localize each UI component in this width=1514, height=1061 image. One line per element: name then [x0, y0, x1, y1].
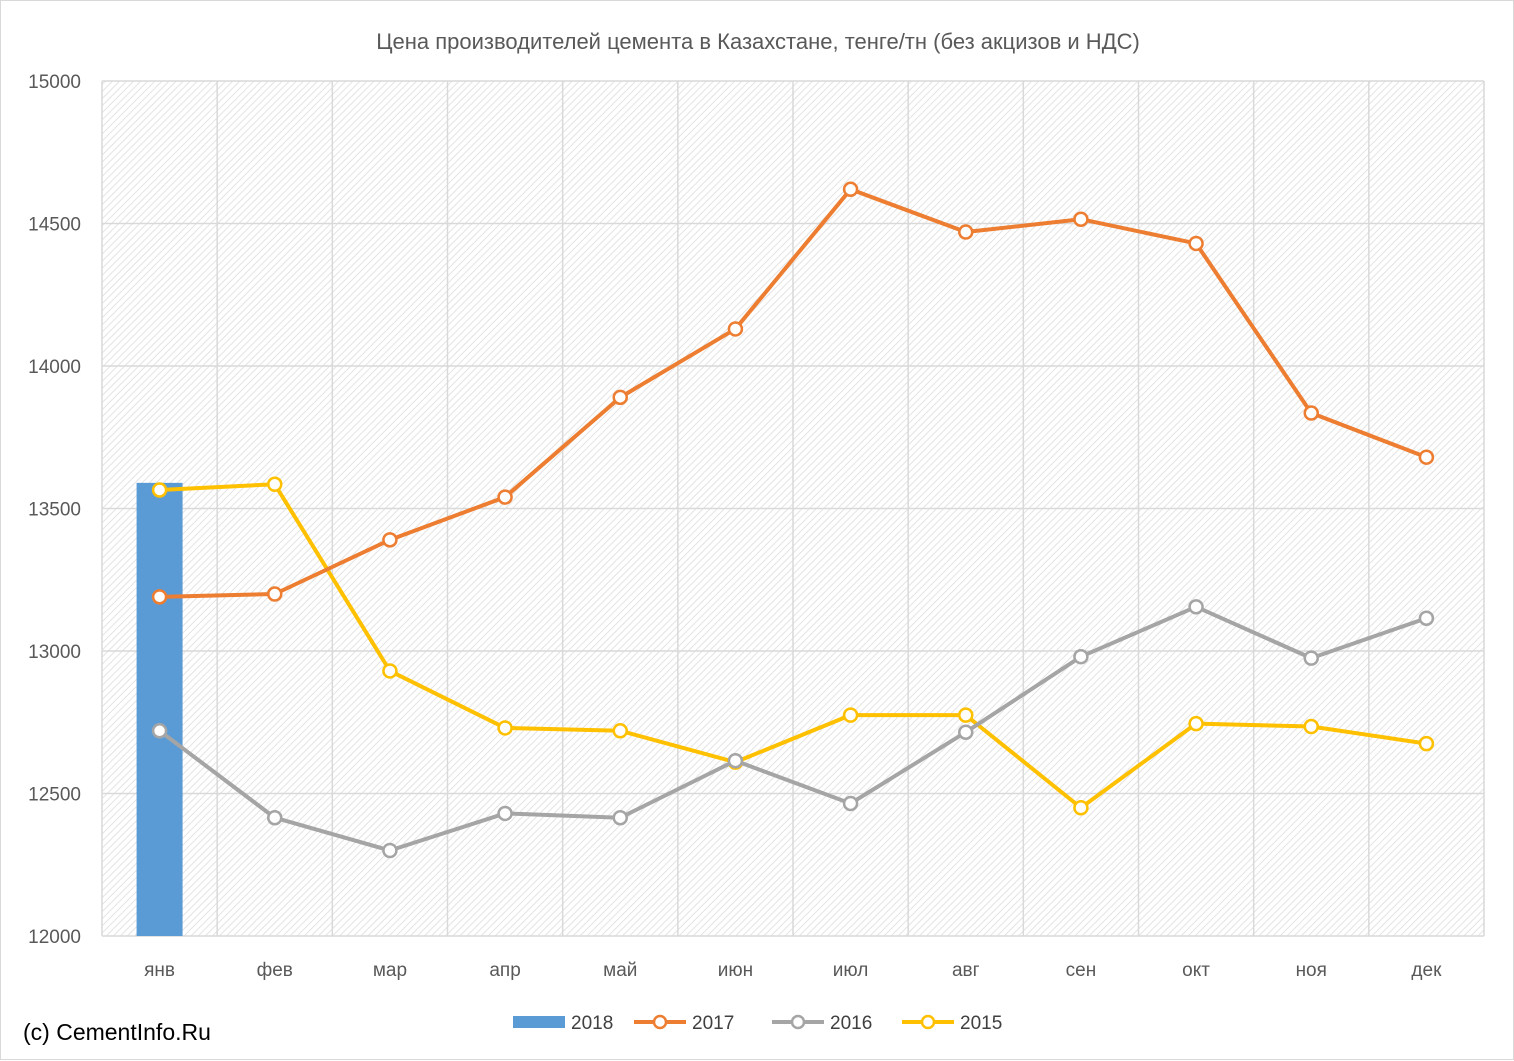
point-2017-сен [1073, 211, 1089, 227]
copyright-text: (c) CementInfo.Ru [23, 1019, 211, 1045]
x-tick-label: май [603, 960, 637, 981]
point-2016-сен [1073, 648, 1089, 665]
point-2015-окт [1188, 715, 1204, 732]
point-2015-фев [267, 476, 283, 493]
point-2015-янв [151, 482, 168, 498]
x-tick-label: июн [718, 960, 753, 981]
x-tick-label: дек [1411, 960, 1442, 981]
y-axis-ticks: 12000 12500 13000 13500 14000 14500 15000 [28, 72, 81, 948]
line-series-2016 [151, 599, 1435, 859]
point-2015-ноя [1303, 718, 1319, 735]
legend-item-2018: 2018 [513, 1013, 613, 1034]
point-2017-фев [267, 586, 283, 602]
point-2017-авг [958, 224, 974, 240]
y-tick-label: 15000 [28, 72, 81, 93]
point-2016-апр [497, 805, 513, 822]
legend-marker-2017 [652, 1014, 668, 1030]
y-tick-label: 14000 [28, 357, 81, 378]
line-2017 [157, 187, 1429, 599]
bar-series [136, 482, 183, 936]
chart-title: Цена производителей цемента в Казахстане… [376, 29, 1140, 54]
point-2016-авг [958, 724, 974, 740]
point-2016-янв [151, 723, 168, 739]
legend-item-2015: 2015 [902, 1013, 1002, 1034]
y-tick-label: 13000 [28, 642, 81, 663]
bar-2018-янв [136, 482, 183, 936]
legend: 2018 2017 2016 2015 [513, 1013, 1002, 1034]
line-2015 [157, 482, 1429, 810]
x-tick-label: мар [373, 960, 407, 981]
point-2017-мар [382, 532, 398, 548]
legend-label-2015: 2015 [960, 1013, 1002, 1034]
point-2015-авг [958, 707, 974, 723]
legend-label-2018: 2018 [571, 1013, 613, 1034]
point-2017-апр [497, 489, 513, 505]
y-tick-label: 13500 [28, 500, 81, 521]
point-2017-ноя [1303, 405, 1319, 421]
grid-lines [101, 80, 1485, 937]
legend-label-2017: 2017 [692, 1013, 734, 1034]
x-axis-ticks: янв фев мар апр май июн июл авг сен окт ноя дек [144, 960, 1442, 981]
point-2016-мар [382, 842, 398, 859]
x-tick-label: июл [833, 960, 869, 981]
y-tick-label: 12500 [28, 785, 81, 806]
point-2016-ноя [1303, 650, 1319, 666]
line-series-2015 [151, 476, 1435, 816]
legend-marker-2015 [920, 1014, 936, 1030]
x-tick-label: ноя [1296, 960, 1327, 981]
point-2015-сен [1073, 800, 1089, 816]
x-tick-label: фев [257, 960, 293, 981]
line-series [151, 181, 1435, 859]
point-2016-фев [267, 809, 283, 826]
point-2015-июл [842, 707, 859, 723]
legend-item-2017: 2017 [634, 1013, 734, 1034]
legend-item-2016: 2016 [772, 1013, 872, 1034]
point-2015-мар [382, 663, 398, 679]
y-tick-label: 12000 [28, 927, 81, 948]
point-2017-дек [1418, 449, 1435, 465]
point-2017-июн [727, 321, 744, 337]
point-2015-май [612, 723, 628, 739]
x-tick-label: окт [1182, 960, 1210, 981]
point-2017-янв [151, 589, 168, 605]
point-2017-окт [1188, 235, 1204, 252]
point-2017-май [612, 389, 628, 406]
point-2016-окт [1188, 599, 1204, 615]
legend-swatch-2018 [513, 1016, 565, 1028]
legend-label-2016: 2016 [830, 1013, 872, 1034]
point-2016-июл [842, 795, 859, 812]
point-2015-апр [497, 720, 513, 736]
x-tick-label: сен [1066, 960, 1097, 981]
x-tick-label: апр [489, 960, 520, 981]
legend-marker-2016 [790, 1014, 806, 1030]
x-tick-label: авг [952, 960, 980, 981]
y-tick-label: 14500 [28, 215, 81, 236]
point-2015-дек [1418, 735, 1435, 752]
x-tick-label: янв [144, 960, 175, 981]
line-2016 [157, 604, 1429, 853]
point-2017-июл [842, 181, 859, 198]
point-2016-июн [727, 752, 744, 769]
line-series-2017 [151, 181, 1435, 605]
point-2016-май [612, 809, 628, 826]
point-2016-дек [1418, 610, 1435, 626]
